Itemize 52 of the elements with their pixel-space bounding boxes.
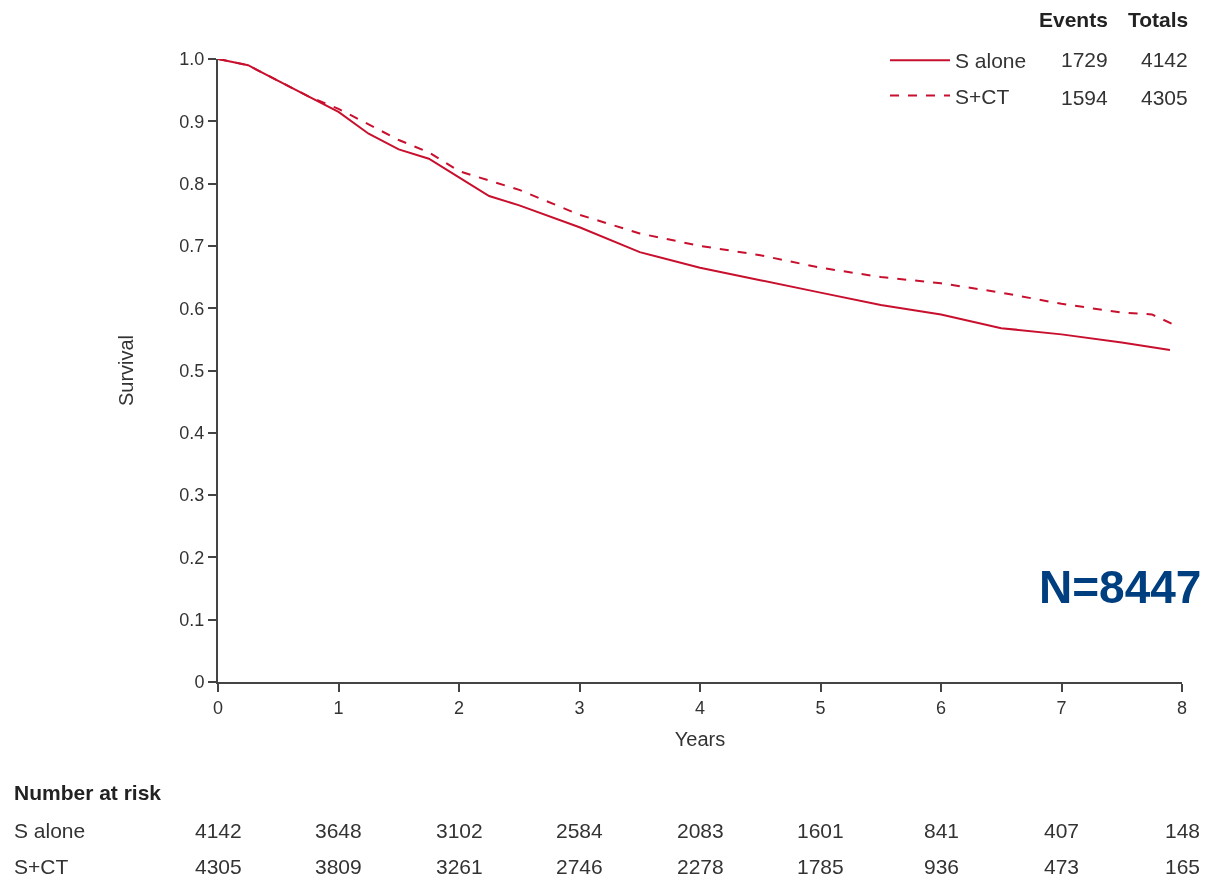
text: S+CT — [14, 855, 69, 878]
x-axis-title: Years — [674, 727, 726, 750]
text: 3261 — [436, 855, 483, 878]
text: S alone — [14, 819, 86, 842]
x-tick-label: 7 — [1056, 697, 1067, 718]
text: 2584 — [556, 819, 604, 842]
y-tick-label: 0.4 — [179, 423, 205, 444]
text: 936 — [924, 855, 960, 878]
text: 165 — [1165, 855, 1201, 878]
text: 3648 — [315, 819, 362, 842]
annotation: N=8447 — [1039, 561, 1202, 613]
annotation: 1594 — [1061, 86, 1109, 109]
annotation: 4305 — [1141, 86, 1188, 109]
text: Number at risk — [14, 781, 162, 804]
x-tick-label: 5 — [815, 697, 826, 718]
legend-label: S+CT — [955, 84, 1010, 108]
y-tick-label: 0.5 — [179, 360, 205, 381]
text: 3809 — [315, 855, 362, 878]
text: 148 — [1165, 819, 1201, 842]
x-tick-label: 3 — [574, 697, 585, 718]
y-tick-label: 0 — [194, 672, 205, 693]
y-tick-label: 1.0 — [179, 49, 205, 70]
text: 2746 — [556, 855, 603, 878]
x-tick-label: 8 — [1176, 697, 1188, 718]
y-tick-label: 0.2 — [179, 547, 205, 568]
y-axis-title: Survival — [115, 334, 138, 407]
text: 1601 — [797, 819, 844, 842]
y-tick-label: 0.9 — [179, 111, 205, 132]
x-tick-label: 6 — [935, 697, 947, 718]
text: 473 — [1044, 855, 1080, 878]
y-tick-label: 0.7 — [179, 236, 205, 257]
text: 841 — [924, 819, 960, 842]
y-tick-label: 0.1 — [179, 610, 205, 630]
text: Totals — [1128, 8, 1189, 31]
text: 2083 — [677, 819, 724, 842]
legend-label: S alone — [955, 49, 1027, 73]
x-tick-label: 4 — [694, 697, 706, 718]
text: 4305 — [195, 855, 242, 878]
text: 3102 — [436, 819, 483, 842]
annotation: 4142 — [1141, 48, 1188, 71]
text: 2278 — [677, 855, 724, 878]
text: Events — [1039, 8, 1108, 31]
y-tick-label: 0.6 — [179, 298, 205, 319]
x-tick-label: 1 — [333, 697, 344, 718]
x-tick-label: 2 — [453, 697, 465, 718]
text: 4142 — [195, 819, 242, 842]
annotation: 1729 — [1061, 48, 1108, 71]
x-tick-label: 0 — [212, 697, 224, 718]
y-tick-label: 0.8 — [179, 173, 205, 194]
text: 407 — [1044, 819, 1080, 842]
text: 1785 — [797, 855, 844, 878]
y-tick-label: 0.3 — [179, 485, 205, 506]
